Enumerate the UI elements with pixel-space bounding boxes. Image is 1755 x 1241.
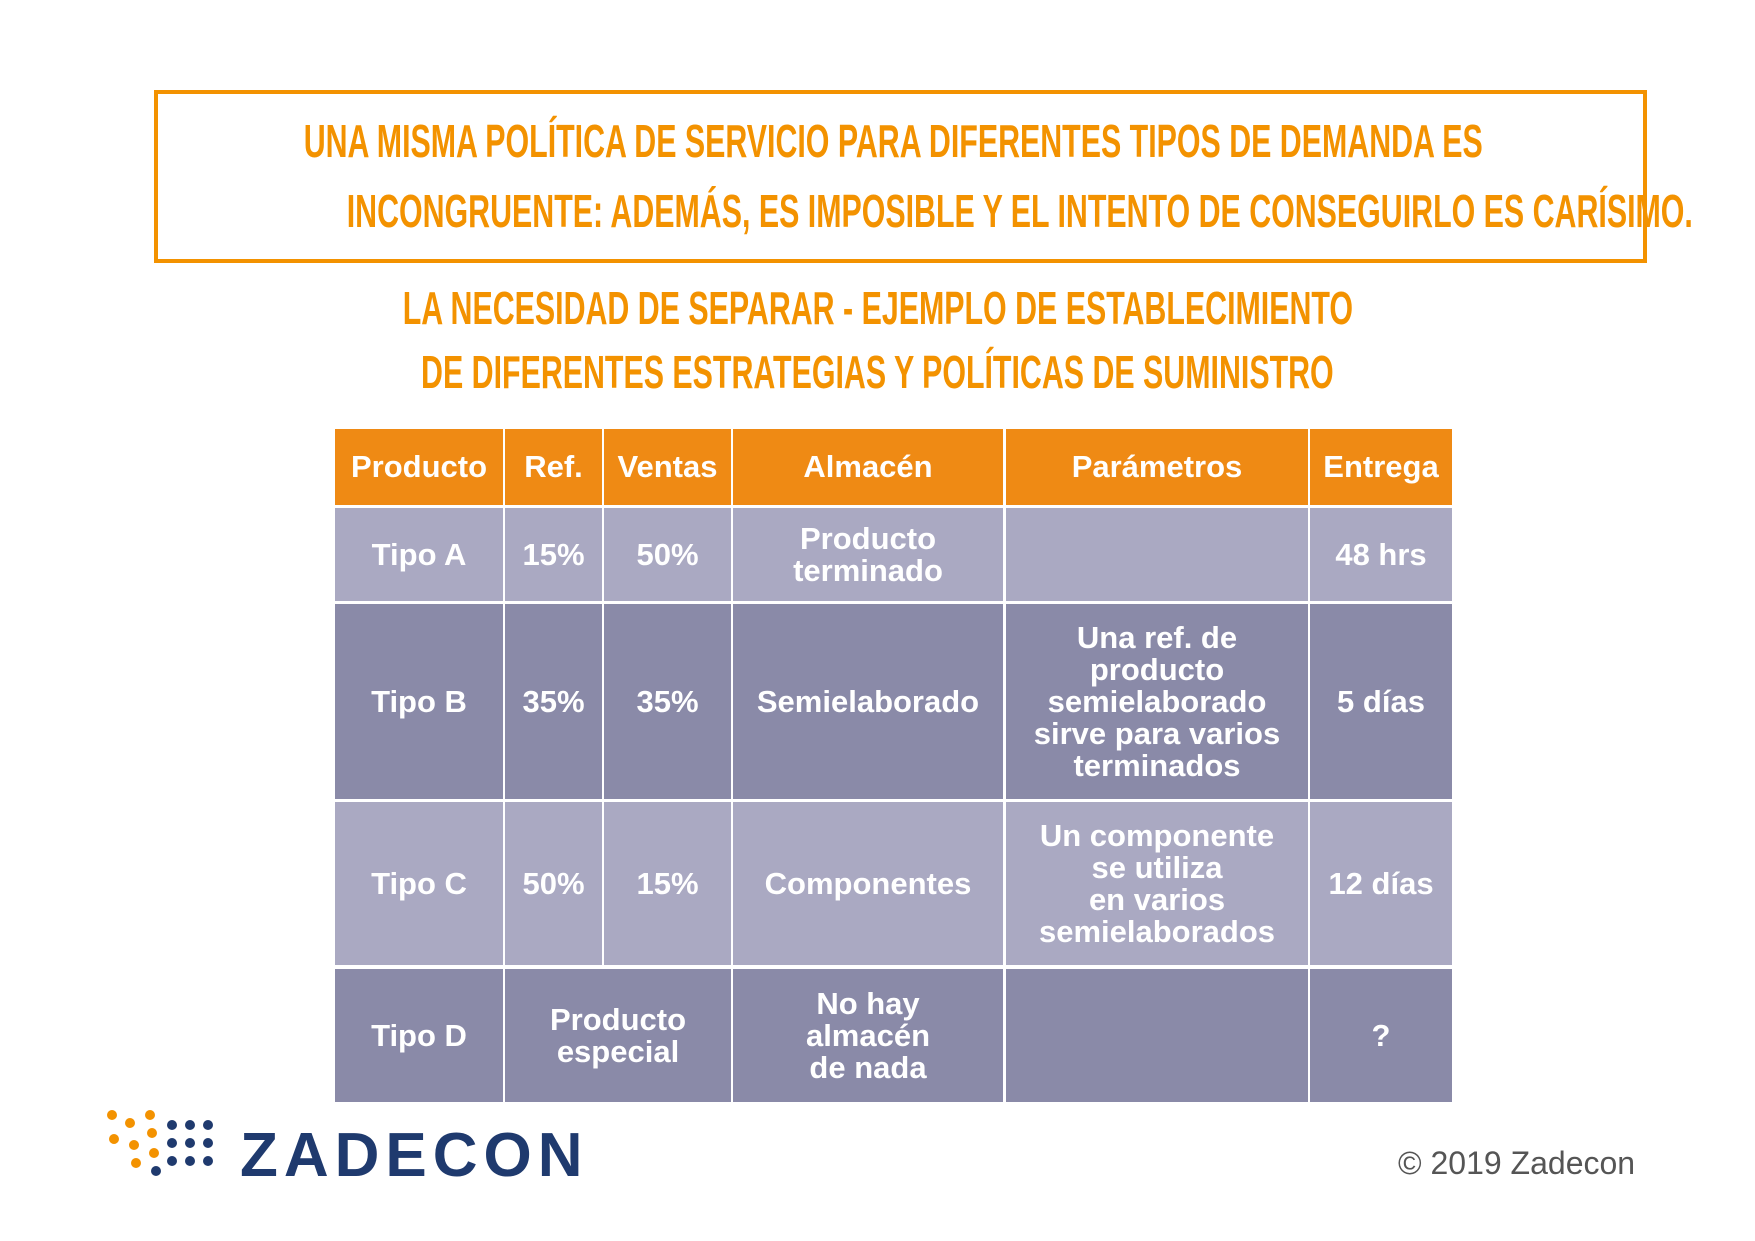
table-cell: Ventas (604, 429, 731, 505)
cell-text: especial (556, 1033, 680, 1069)
table-cell: Tipo D (335, 969, 503, 1102)
title-text: INCONGRUENTE: ADEMÁS, ES IMPOSIBLE Y EL … (346, 185, 1693, 237)
table-cell: ? (1310, 969, 1452, 1102)
cell-text: Tipo B (371, 683, 467, 719)
cell-text: semielaborados (1038, 913, 1276, 949)
table-cell: Almacén (733, 429, 1003, 505)
subtitle-text: LA NECESIDAD DE SEPARAR - EJEMPLO DE EST… (402, 282, 1353, 334)
cell-text: Componentes (764, 865, 972, 901)
table-cell (1006, 969, 1308, 1102)
table-cell: Componentes (733, 802, 1003, 965)
cell-text: producto (1089, 651, 1225, 687)
table-cell: Tipo A (335, 508, 503, 601)
cell-text: almacén (805, 1017, 931, 1053)
subtitle-text: DE DIFERENTES ESTRATEGIAS Y POLÍTICAS DE… (421, 346, 1334, 398)
cell-text: de nada (809, 1049, 927, 1085)
cell-text: Tipo D (371, 1017, 467, 1053)
cell-text: sirve para varios (1033, 715, 1281, 751)
cell-text: semielaborado (1047, 683, 1267, 719)
cell-text: Ref. (524, 449, 583, 484)
cell-text: 35% (522, 683, 585, 719)
cell-text: 15% (522, 536, 585, 572)
cell-text: 48 hrs (1335, 536, 1427, 572)
table-cell: No hay almacén de nada (733, 969, 1003, 1102)
cell-text: Semielaborado (756, 683, 980, 719)
table-cell: 50% (604, 508, 731, 601)
table-cell: Ref. (505, 429, 602, 505)
cell-text: ? (1371, 1017, 1391, 1053)
cell-text: Parámetros (1071, 449, 1243, 484)
table-cell: Entrega (1310, 429, 1452, 505)
cell-text: Ventas (617, 449, 718, 484)
cell-text: 5 días (1337, 683, 1425, 719)
table-cell: Tipo C (335, 802, 503, 965)
table-cell: 15% (604, 802, 731, 965)
cell-text: 50% (522, 865, 585, 901)
cell-text: 50% (636, 536, 699, 572)
table-cell: Producto terminado (733, 508, 1003, 601)
copyright: © 2019 Zadecon (1398, 1145, 1636, 1181)
subtitle-line: DE DIFERENTES ESTRATEGIAS Y POLÍTICAS DE… (0, 345, 1755, 399)
cell-text: Tipo C (371, 865, 467, 901)
cell-text: 15% (636, 865, 699, 901)
cell-text: Una ref. de (1076, 619, 1238, 655)
cell-text: en varios (1088, 881, 1226, 917)
table-cell (1006, 508, 1308, 601)
table-cell: 5 días (1310, 604, 1452, 799)
table-cell: Un componente se utiliza en varios semielab… (1006, 802, 1308, 965)
cell-text: 12 días (1328, 865, 1434, 901)
cell-text: 35% (636, 683, 699, 719)
table-cell: Parámetros (1006, 429, 1308, 505)
subtitle-line: LA NECESIDAD DE SEPARAR - EJEMPLO DE EST… (0, 281, 1755, 335)
cell-text: Producto (549, 1001, 687, 1037)
table-cell: 48 hrs (1310, 508, 1452, 601)
table-cell: 50% (505, 802, 602, 965)
cell-text: se utiliza (1091, 849, 1223, 885)
title-text: UNA MISMA POLÍTICA DE SERVICIO PARA DIFE… (303, 115, 1483, 167)
cell-text: terminados (1073, 747, 1241, 783)
cell-text: Tipo A (371, 536, 467, 572)
table-cell: 12 días (1310, 802, 1452, 965)
table-cell: Producto (335, 429, 503, 505)
title-line: UNA MISMA POLÍTICA DE SERVICIO PARA DIFE… (0, 114, 1755, 168)
table-cell: Una ref. de producto semielaborado sirve pa… (1006, 604, 1308, 799)
title-line: INCONGRUENTE: ADEMÁS, ES IMPOSIBLE Y EL … (0, 184, 1755, 238)
cell-text: Un componente (1039, 817, 1275, 853)
cell-text: terminado (793, 552, 943, 588)
cell-text: No hay (816, 985, 920, 1021)
cell-text: Producto (350, 449, 488, 484)
table-cell: Semielaborado (733, 604, 1003, 799)
cell-text: Producto (799, 520, 937, 556)
table-cell: 15% (505, 508, 602, 601)
logo-dots (107, 1110, 213, 1176)
table-cell: Producto especial (505, 969, 731, 1102)
title-box (154, 90, 1647, 263)
table-cell: 35% (505, 604, 602, 799)
cell-text: Almacén (803, 449, 933, 484)
table-cell: Tipo B (335, 604, 503, 799)
cell-text: Entrega (1323, 449, 1439, 484)
logo-text: ZADECON (240, 1121, 589, 1190)
table-cell: 35% (604, 604, 731, 799)
